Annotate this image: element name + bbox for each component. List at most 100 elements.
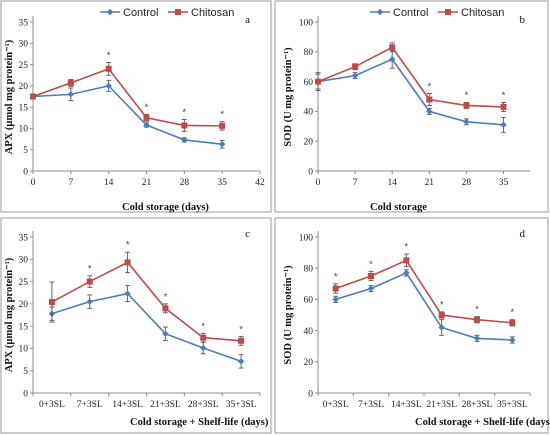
x-tick-label: 42 [255, 178, 265, 188]
significance-star: * [145, 102, 149, 113]
x-tick-label: 14+3SL [391, 400, 422, 410]
data-point [219, 122, 226, 129]
data-point [426, 108, 433, 115]
y-tick-label: 30 [19, 256, 29, 266]
y-tick-label: 100 [299, 18, 314, 28]
legend-marker [376, 8, 384, 16]
x-tick-label: 7+3SL [358, 400, 384, 410]
x-tick-label: 14+3SL [112, 400, 143, 410]
series-line [51, 292, 242, 363]
data-point [200, 334, 207, 341]
data-point [473, 335, 481, 342]
y-tick-label: 40 [304, 327, 314, 337]
y-tick-label: 60 [304, 296, 314, 306]
data-point [124, 259, 131, 266]
data-point [403, 257, 410, 264]
series-line [51, 261, 242, 342]
series-line [335, 271, 513, 341]
x-tick-label: 21 [425, 178, 435, 188]
significance-star: * [475, 305, 479, 316]
data-point [200, 344, 207, 352]
significance-star: * [220, 110, 224, 121]
y-tick-label: 25 [19, 61, 29, 71]
y-tick-label: 5 [23, 146, 28, 156]
data-point [403, 269, 410, 277]
data-point [438, 312, 445, 318]
chart-panel-c: 0 5 10 15 20 25 30 35 0+3SL 7+3SL 14+3SL 21+3SL 28+3… [4, 228, 269, 428]
x-tick-label: 21+3SL [150, 400, 181, 410]
y-tick-label: 80 [304, 48, 314, 58]
data-point [352, 63, 359, 70]
data-point [500, 103, 507, 110]
data-point [315, 78, 321, 85]
significance-star: * [440, 300, 444, 311]
x-tick-label: 28+3SL [188, 400, 219, 410]
significance-star: * [88, 264, 92, 275]
y-tick-label: 35 [19, 18, 29, 28]
data-point [389, 44, 396, 51]
y-axis-title: SOD (U mg protein⁻¹) [283, 265, 294, 365]
legend: Control Chitosan [370, 7, 504, 19]
series-control [332, 269, 516, 344]
data-point [332, 296, 339, 303]
data-point [124, 290, 131, 297]
significance-star: * [464, 90, 468, 101]
data-point [67, 79, 74, 86]
data-point [438, 324, 445, 331]
data-point [509, 319, 516, 326]
y-axis-title: APX (µmol mg protein⁻¹) [4, 39, 15, 154]
y-tick-label: 0 [308, 167, 313, 177]
significance-star: * [182, 107, 186, 118]
data-point [162, 330, 169, 337]
panel-d-frame [274, 217, 549, 434]
legend: Control Chitosan [100, 7, 234, 19]
data-point [426, 96, 433, 103]
x-tick-label: 35+3SL [497, 400, 528, 410]
significance-star: * [427, 82, 431, 93]
data-point [237, 358, 245, 365]
x-tick-label: 0+3SL [39, 400, 65, 410]
x-tick-label: 0 [316, 178, 321, 188]
y-axis-title: APX (µmol mg protein⁻¹) [4, 257, 15, 372]
panel-a-frame [0, 0, 272, 213]
panel-c-frame [0, 217, 272, 434]
x-tick-label: 28+3SL [462, 400, 493, 410]
y-tick-label: 20 [19, 82, 29, 92]
y-tick-label: 15 [19, 103, 29, 113]
data-point [105, 82, 112, 90]
legend-marker [445, 9, 451, 15]
significance-star: * [126, 240, 130, 251]
data-point [67, 91, 75, 98]
data-point [105, 65, 112, 72]
data-point [368, 273, 374, 279]
data-point [86, 298, 93, 305]
x-tick-label: 7 [353, 178, 358, 188]
series-control [314, 49, 507, 133]
significance-star: * [510, 308, 514, 319]
x-tick-label: 0+3SL [323, 400, 349, 410]
data-point [181, 136, 188, 144]
x-axis-title: Cold storage + Shelf-life (days) [130, 417, 269, 428]
x-tick-label: 0 [31, 178, 36, 188]
y-tick-label: 0 [23, 389, 28, 399]
series-chitosan [48, 251, 245, 346]
x-axis-title: Cold storage + Shelf-life (days) [415, 417, 550, 428]
x-tick-label: 21 [142, 178, 152, 188]
x-tick-label: 7 [68, 178, 73, 188]
x-tick-label: 14 [104, 178, 114, 188]
data-point [238, 337, 245, 344]
y-tick-label: 40 [304, 108, 314, 118]
legend-marker [106, 8, 114, 16]
y-tick-label: 30 [19, 40, 29, 50]
x-axis-title: Cold storage (days) [122, 202, 209, 213]
y-tick-label: 10 [19, 125, 29, 135]
data-point [143, 114, 150, 121]
significance-star: * [404, 242, 408, 253]
x-tick-label: 28 [462, 178, 472, 188]
series-line [335, 259, 513, 324]
data-point [463, 102, 470, 109]
y-tick-label: 5 [23, 367, 28, 377]
series-line [317, 46, 504, 108]
x-tick-label: 35 [499, 178, 509, 188]
significance-star: * [201, 321, 205, 332]
